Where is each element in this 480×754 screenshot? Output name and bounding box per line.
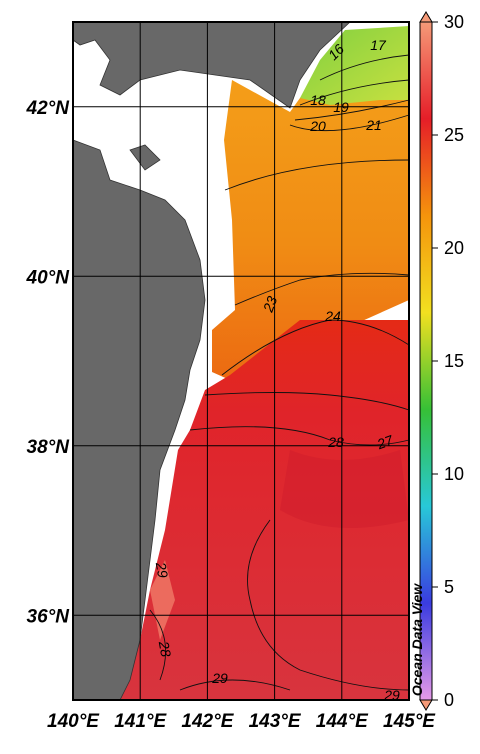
contour-label: 29 — [211, 670, 228, 686]
contour-label: 19 — [333, 99, 349, 115]
colorbar-tick-label: 15 — [444, 351, 464, 371]
contour-label: 24 — [324, 308, 341, 324]
x-tick-label: 141°E — [114, 711, 167, 732]
colorbar-tick-label: 30 — [444, 12, 464, 32]
x-tick-label: 142°E — [181, 711, 234, 732]
contour-label: 28 — [156, 639, 175, 658]
colorbar-tick-label: 25 — [444, 125, 464, 145]
y-tick-label: 38°N — [27, 437, 71, 458]
x-tick-label: 140°E — [47, 711, 100, 732]
ocean-field — [118, 26, 409, 700]
y-tick-label: 36°N — [27, 606, 71, 627]
land — [72, 21, 352, 701]
contour-label: 29 — [153, 560, 172, 579]
x-tick-label: 143°E — [249, 711, 302, 732]
contour-label: 18 — [310, 92, 326, 108]
contour-label: 28 — [327, 434, 344, 450]
contour-label: 27 — [374, 431, 396, 452]
x-tick-label: 144°E — [316, 711, 369, 732]
colorbar-tick-label: 5 — [444, 577, 454, 597]
colorbar-ends — [419, 11, 433, 711]
colorbar-tick-label: 0 — [444, 690, 454, 710]
colorbar-tick-label: 10 — [444, 464, 464, 484]
map-frame — [72, 21, 410, 701]
contour-label: 29 — [383, 687, 400, 703]
y-tick-label: 42°N — [26, 98, 71, 119]
watermark: Ocean Data View — [409, 583, 425, 696]
contour-label: 23 — [259, 294, 280, 315]
contour-label: 20 — [309, 118, 326, 134]
contour-label: 21 — [365, 117, 382, 133]
colorbar-tick-label: 20 — [444, 238, 464, 258]
contour-label: 17 — [370, 37, 387, 53]
y-tick-label: 40°N — [26, 267, 71, 288]
x-tick-label: 145°E — [383, 711, 436, 732]
